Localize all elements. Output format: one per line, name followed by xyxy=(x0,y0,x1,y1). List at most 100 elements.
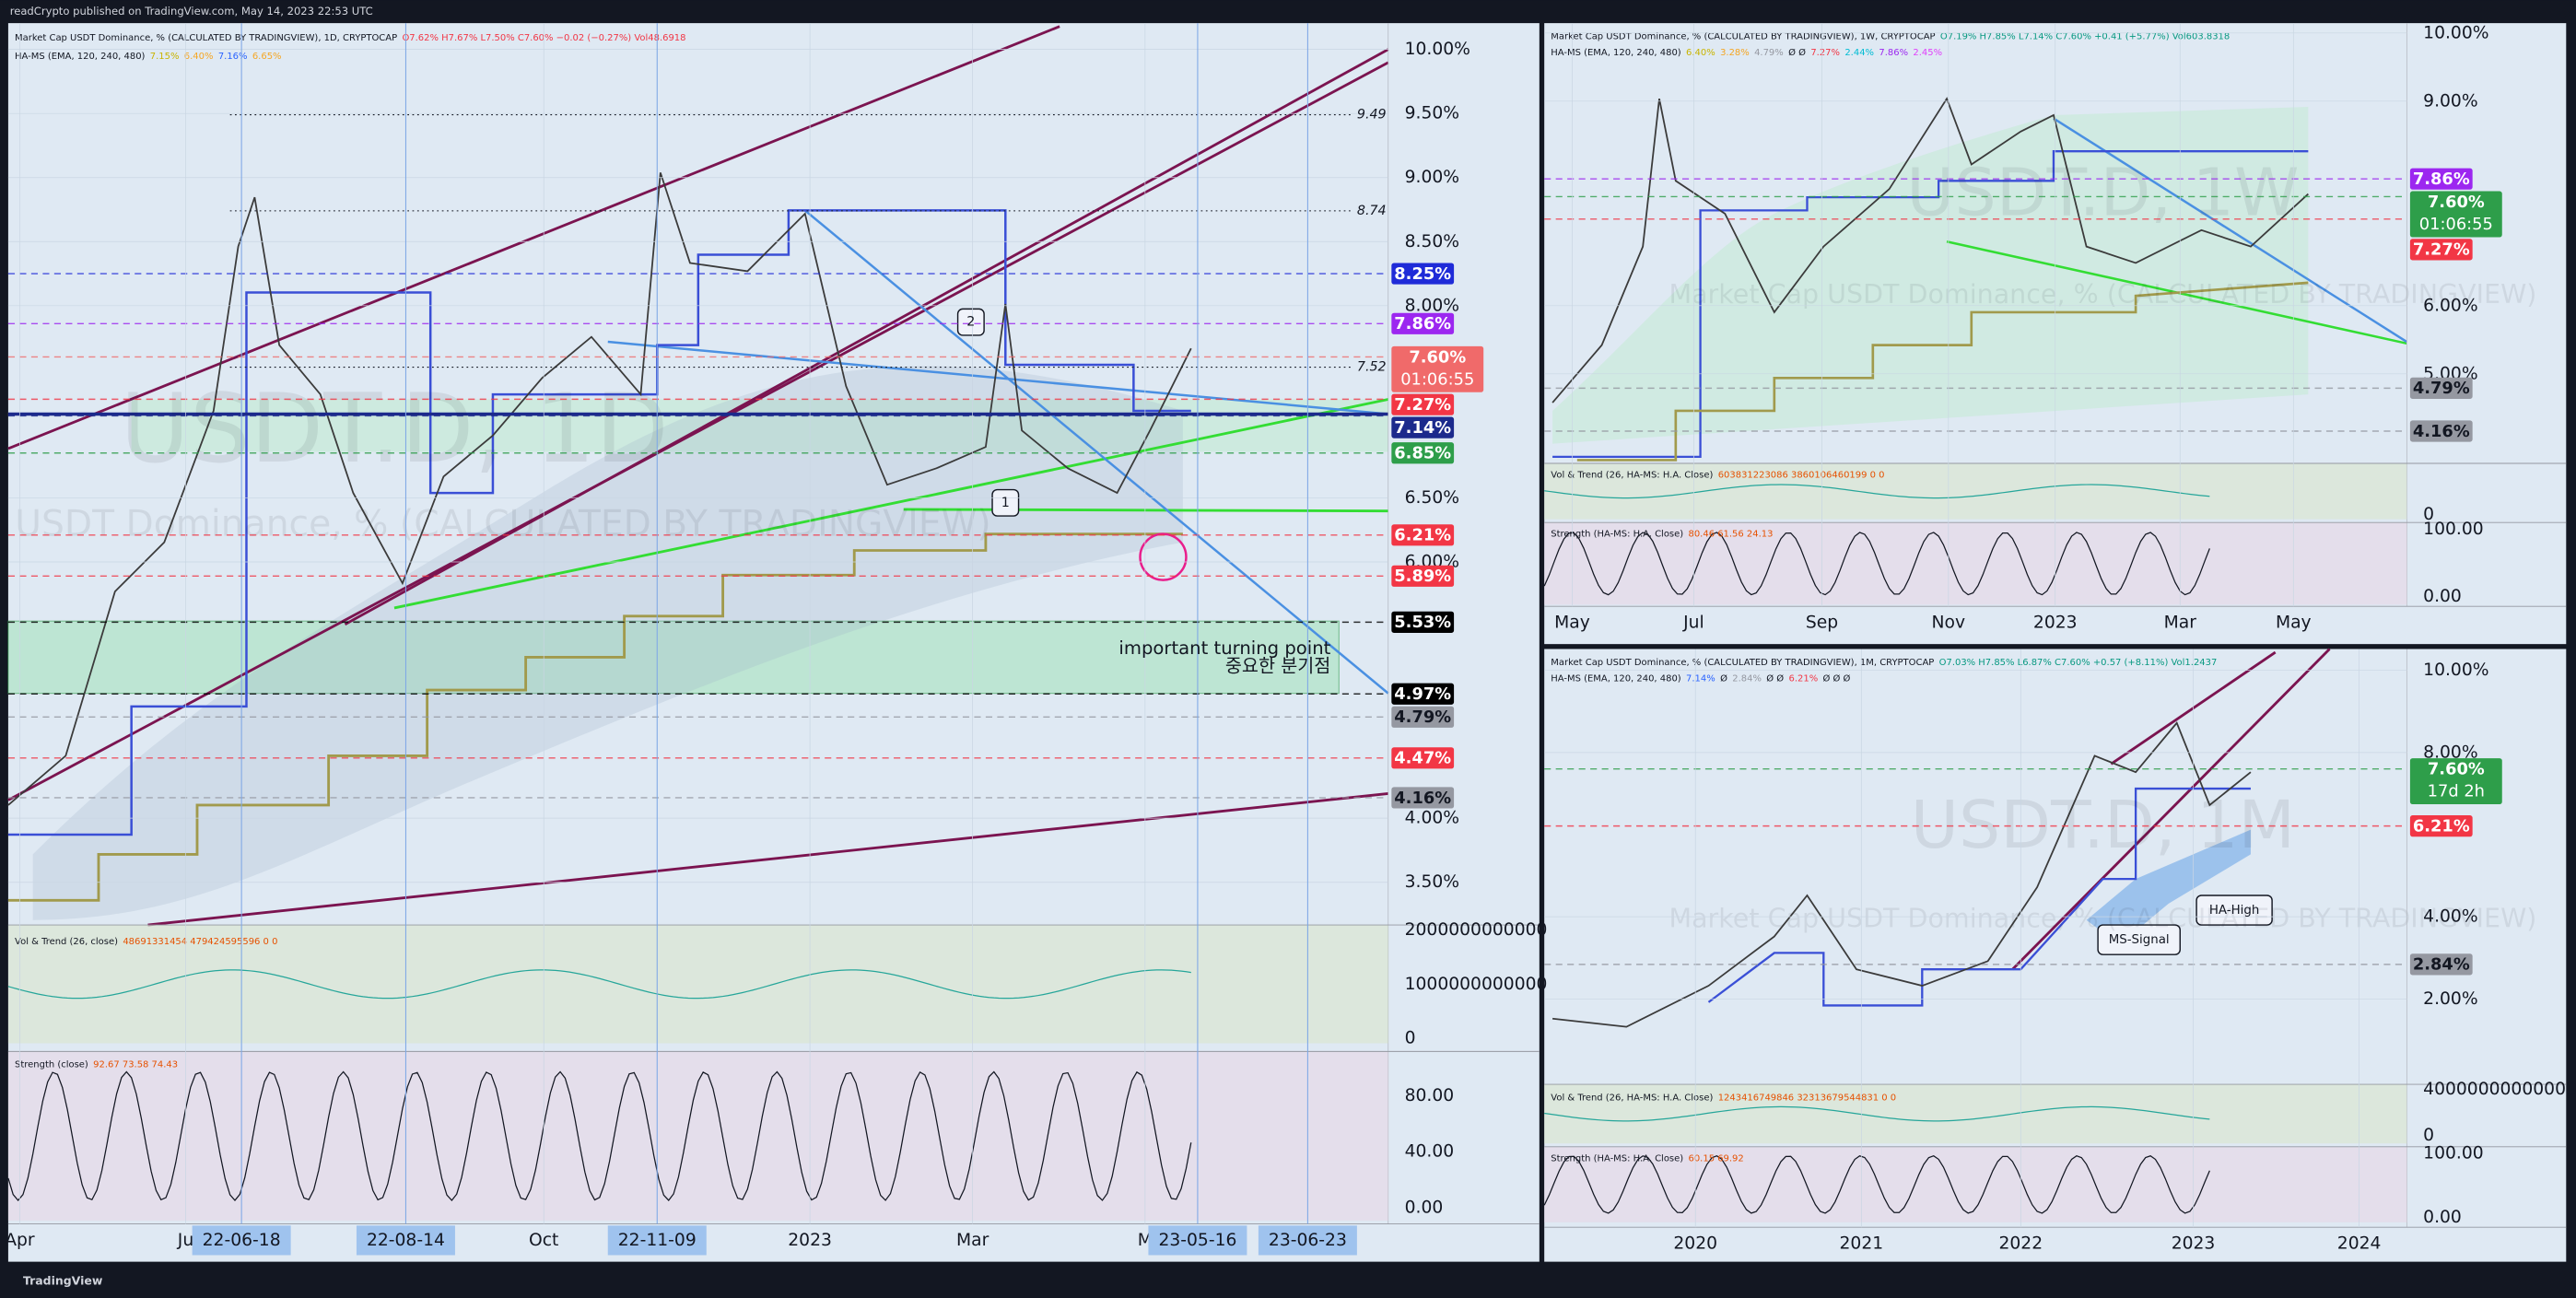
price-axis-label: 4.00% xyxy=(1405,809,1459,828)
indicator-line xyxy=(1543,532,2210,596)
price-tag xyxy=(1391,787,1455,809)
price-tag-countdown: 01:06:55 xyxy=(2419,215,2493,234)
indicator-name: Vol & Trend (26, HA-MS: H.A. Close) xyxy=(1551,470,1713,480)
price-tag-label: 4.16% xyxy=(2413,422,2470,441)
time-axis-label: 2022 xyxy=(1998,1234,2043,1254)
date-tag-label: 23-05-16 xyxy=(1158,1231,1236,1250)
price-tag-label: 4.16% xyxy=(1394,789,1451,808)
indicator-axis-label: 0.00 xyxy=(1405,1198,1444,1217)
indicator-axis-label: 40000000000000 xyxy=(2423,1080,2576,1099)
price-axis-label: 8.00% xyxy=(2423,743,2477,762)
price-axis-label: 3.50% xyxy=(1405,872,1459,892)
legend-line: Market Cap USDT Dominance, % (CALCULATED… xyxy=(1551,658,2217,668)
indicator-legend: Vol & Trend (26, HA-MS: H.A. Close) 12434… xyxy=(1551,1093,1896,1103)
indicator-line xyxy=(1544,484,2210,499)
watermark-name: Market Cap USDT Dominance, % (CALCULATED… xyxy=(1669,279,2536,310)
level-label: 9.49 xyxy=(1357,108,1387,123)
price-tag-label: 7.60% xyxy=(2428,193,2485,212)
legend-study: HA-MS (EMA, 120, 240, 480) xyxy=(1551,48,1680,58)
ha-ms-line xyxy=(7,532,1183,902)
chart-panel: USDT.D, 1M Market Cap USDT Dominance, % (… xyxy=(1543,649,2576,1254)
price-tag-label: 7.60% xyxy=(1409,347,1466,367)
date-tag xyxy=(607,1225,707,1256)
highlight-circle xyxy=(1139,532,1188,581)
indicator-legend: Strength (HA-MS: H.A. Close) 80.46 61.56 … xyxy=(1551,530,1773,540)
price-tag xyxy=(1391,442,1455,464)
price-axis-label: 8.50% xyxy=(1405,232,1459,251)
price-axis-label: 8.00% xyxy=(1405,296,1459,315)
indicator-legend: Strength (HA-MS: H.A. Close) 60.15 69.92 xyxy=(1551,1153,1743,1164)
date-tag xyxy=(1258,1225,1357,1256)
time-axis-label: Nov xyxy=(1932,613,1966,632)
indicator-pane xyxy=(1544,522,2407,605)
price-tag-label: 4.79% xyxy=(1394,707,1451,727)
price-axis-label: 9.50% xyxy=(1405,104,1459,123)
indicator-pane xyxy=(1544,1146,2407,1222)
legend-study-value: Ø Ø xyxy=(1766,673,1784,684)
legend-study-value: 7.15% xyxy=(150,52,180,62)
legend-study-value: 3.28% xyxy=(1720,48,1750,58)
time-axis-label: 2023 xyxy=(788,1231,832,1250)
price-tag xyxy=(2409,377,2473,399)
trendline xyxy=(2053,117,2408,344)
legend-study-value: 6.21% xyxy=(1789,674,1819,684)
indicator-values: 80.46 61.56 24.13 xyxy=(1689,530,1774,540)
legend-study-value: 7.27% xyxy=(1810,48,1840,58)
indicator-axis-label: 0 xyxy=(2423,1126,2434,1145)
indicator-values: 48691331454 479424595596 0 0 xyxy=(123,937,277,947)
time-axis-label: 2021 xyxy=(1840,1234,1884,1254)
price-tag-label: 4.97% xyxy=(1394,684,1451,704)
indicator-line xyxy=(1544,1105,2210,1122)
price-tag-label: 4.79% xyxy=(2413,379,2470,398)
annotation: 2 xyxy=(966,315,975,330)
price-tag-label: 7.60% xyxy=(2428,760,2485,779)
date-tag-label: 23-06-23 xyxy=(1269,1231,1347,1250)
cloud xyxy=(2086,829,2251,945)
legend-line: Market Cap USDT Dominance, % (CALCULATED… xyxy=(1551,31,2230,41)
chart-panel: USDT.D, 1W Market Cap USDT Dominance, % (… xyxy=(1543,23,2567,632)
time-axis-label: 2023 xyxy=(2172,1234,2216,1254)
indicator-line xyxy=(1543,1154,2210,1214)
price-tag-label: 5.89% xyxy=(1394,567,1451,586)
indicator-line xyxy=(7,1070,1192,1201)
indicator-axis-label: 0.00 xyxy=(2423,1208,2462,1227)
price-tag xyxy=(2409,168,2473,190)
cloud xyxy=(1552,107,2309,444)
price-tag-label: 5.53% xyxy=(1394,613,1451,632)
price-axis-label: 9.00% xyxy=(2423,91,2477,111)
price-tag xyxy=(1391,611,1455,633)
time-axis-label: Oct xyxy=(529,1231,558,1250)
price-tag-countdown: 17d 2h xyxy=(2428,782,2485,801)
legend-study-value: 2.84% xyxy=(1732,674,1762,684)
legend-study: HA-MS (EMA, 120, 240, 480) xyxy=(1551,674,1680,684)
legend-ohlc: O7.19% H7.85% L7.14% C7.60% +0.41 (+5.77… xyxy=(1940,31,2230,41)
price-tag-label: 7.27% xyxy=(2413,240,2470,260)
annotation: 1 xyxy=(1001,496,1010,510)
legend-title: Market Cap USDT Dominance, % (CALCULATED… xyxy=(15,33,397,43)
legend-study-value: 6.40% xyxy=(184,52,214,62)
price-tag xyxy=(2409,239,2473,261)
indicator-axis-label: 100.00 xyxy=(2423,520,2484,539)
trendline xyxy=(607,340,1388,415)
watermark-symbol: USDT.D, 1M xyxy=(1911,787,2295,863)
indicator-name: Strength (HA-MS: H.A. Close) xyxy=(1551,530,1683,540)
price-axis-label: 9.00% xyxy=(1405,168,1459,187)
legend-line: HA-MS (EMA, 120, 240, 480) 7.15% 6.40% 7.16… xyxy=(15,52,281,62)
daily-drawings xyxy=(7,25,1389,927)
indicator-pane xyxy=(7,1051,1388,1222)
legend-title: Market Cap USDT Dominance, % (CALCULATED… xyxy=(1551,658,1934,668)
price-tag-label: 6.21% xyxy=(1394,526,1451,545)
watermark-name: Market Cap USDT Dominance, % (CALCULATED… xyxy=(0,503,991,544)
legend-study-value: 6.65% xyxy=(252,52,282,62)
price-tag-label: 6.21% xyxy=(2413,817,2470,836)
annotation: important turning point xyxy=(1118,637,1330,659)
trendline xyxy=(7,25,1060,450)
indicator-values: 92.67 73.58 74.43 xyxy=(93,1060,178,1070)
dynamic-layer: USDT.D, 1D Market Cap USDT Dominance, % (… xyxy=(0,23,2576,1256)
price-axis-label: 10.00% xyxy=(2423,23,2488,42)
price-tag xyxy=(2409,420,2473,442)
callout-box xyxy=(991,488,1020,517)
footer-brand[interactable]: TradingView xyxy=(23,1274,103,1288)
